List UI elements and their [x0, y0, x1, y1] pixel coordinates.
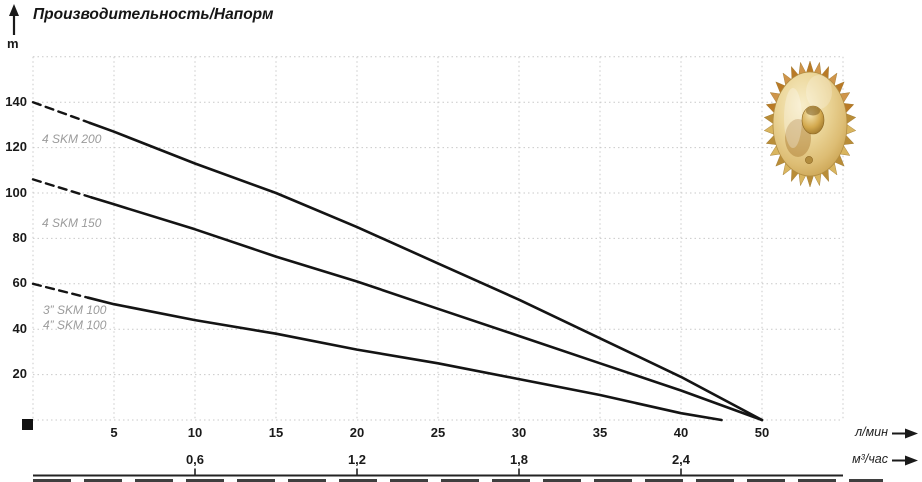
curve-series-1: [31, 178, 764, 422]
m3h-tick-label: 2,4: [671, 452, 691, 467]
m3h-tick-label: 1,2: [347, 452, 367, 467]
x-axis-unit-m3h: м³/час: [852, 452, 888, 466]
curve-series-2: [31, 282, 723, 422]
x-tick-label: 35: [592, 425, 608, 440]
bottom-scale: [33, 468, 883, 482]
x-tick-label: 15: [268, 425, 284, 440]
curve-label-4skm200: 4 SKM 200: [42, 132, 102, 146]
y-axis-arrow-icon: [9, 4, 19, 35]
m3h-tick-label: 0,6: [185, 452, 205, 467]
grid: [32, 56, 844, 421]
y-tick-label: 140: [5, 93, 27, 109]
y-axis-unit-label: m: [7, 36, 19, 51]
x-axis-unit-lmin: л/мин: [855, 425, 888, 439]
curve-label-4skm150: 4 SKM 150: [42, 216, 102, 230]
y-tick-label: 80: [12, 229, 27, 245]
origin-marker: [22, 419, 33, 430]
y-tick-label: 100: [5, 184, 27, 200]
x-tick-label: 5: [110, 425, 118, 440]
curve-series-0: [31, 101, 764, 422]
x-tick-label: 30: [511, 425, 527, 440]
flow-axis-arrow-icon: [892, 428, 918, 439]
y-tick-label: 20: [12, 366, 27, 382]
x-tick-label: 10: [187, 425, 203, 440]
x-tick-label: 40: [673, 425, 689, 440]
x-tick-label: 50: [754, 425, 770, 440]
y-tick-label: 60: [12, 275, 27, 291]
curve-label-4skm100: 4” SKM 100: [43, 318, 107, 332]
y-tick-label: 40: [12, 320, 27, 336]
page-title: Производительность/Напорм: [33, 6, 274, 23]
m3h-tick-label: 1,8: [509, 452, 529, 467]
m3h-axis-arrow-icon: [892, 455, 918, 466]
impeller-image: [763, 60, 857, 188]
curve-label-3skm100: 3” SKM 100: [43, 303, 107, 317]
x-tick-label: 25: [430, 425, 446, 440]
y-tick-label: 120: [5, 139, 27, 155]
x-tick-label: 20: [349, 425, 365, 440]
